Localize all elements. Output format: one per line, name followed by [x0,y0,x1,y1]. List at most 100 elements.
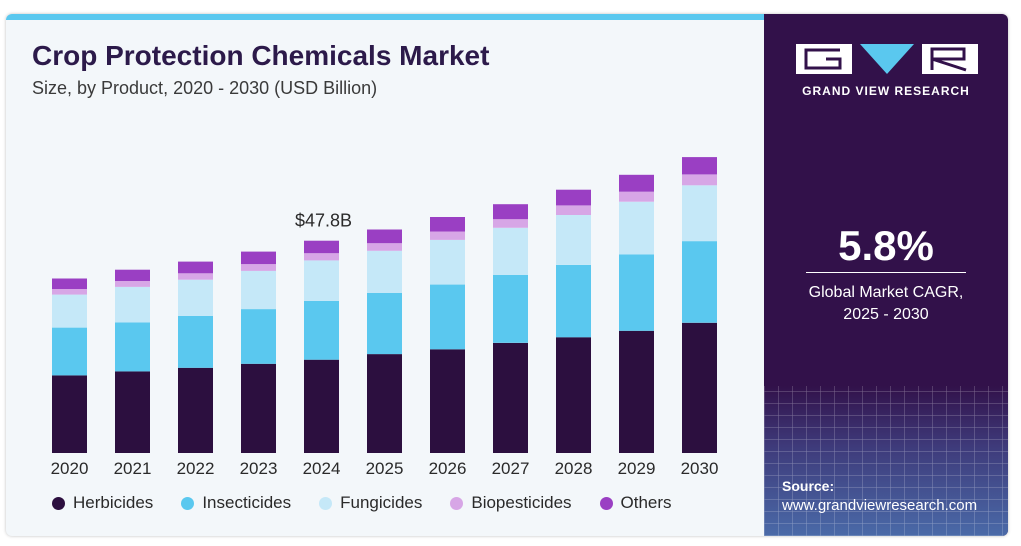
bar-biopesticides-2030 [682,174,717,186]
chart-subtitle: Size, by Product, 2020 - 2030 (USD Billi… [32,78,378,98]
legend-label-biopesticides: Biopesticides [471,493,572,512]
bar-insecticides-2026 [430,284,465,350]
x-tick-label-2027: 2027 [492,459,530,478]
bar-biopesticides-2025 [367,243,402,251]
chart-legend: Herbicides Insecticides Fungicides Biopesti… [52,492,672,514]
bar-fungicides-2028 [556,215,591,265]
legend-item-biopesticides: Biopesticides [450,493,572,513]
bar-herbicides-2025 [367,354,402,453]
bar-herbicides-2021 [115,371,150,453]
bar-herbicides-2024 [304,359,339,453]
legend-swatch-insecticides [181,496,195,510]
source-label: Source: [782,478,835,494]
legend-label-herbicides: Herbicides [73,493,154,512]
chart-card: Crop Protection Chemicals Market Size, b… [6,14,1008,536]
bar-herbicides-2026 [430,349,465,453]
legend-label-others: Others [620,493,672,512]
x-tick-label-2028: 2028 [555,459,593,478]
bar-biopesticides-2022 [178,273,213,280]
legend-item-others: Others [599,493,672,513]
cagr-label: Global Market CAGR, 2025 - 2030 [764,282,1008,326]
legend-item-herbicides: Herbicides [52,493,153,513]
bar-others-2024 [304,240,339,254]
decorative-grid [764,386,1008,536]
bar-biopesticides-2021 [115,280,150,287]
bar-insecticides-2030 [682,241,717,323]
source-link[interactable]: www.grandviewresearch.com [782,497,978,514]
cagr-label-line2: 2025 - 2030 [843,306,929,323]
x-tick-label-2022: 2022 [177,459,215,478]
bar-herbicides-2029 [619,330,654,453]
bar-others-2030 [682,157,717,175]
x-tick-label-2021: 2021 [114,459,152,478]
legend-item-insecticides: Insecticides [181,493,291,513]
bar-fungicides-2020 [52,294,87,328]
bar-others-2027 [493,204,528,220]
bar-others-2029 [619,174,654,192]
bar-biopesticides-2026 [430,231,465,240]
bar-insecticides-2020 [52,327,87,376]
bar-insecticides-2024 [304,301,339,360]
cagr-label-line1: Global Market CAGR, [808,284,964,301]
cagr-value: 5.8% [838,222,934,269]
legend-swatch-biopesticides [450,496,464,510]
legend-label-insecticides: Insecticides [202,493,292,512]
bar-fungicides-2024 [304,260,339,301]
bar-biopesticides-2023 [241,264,276,271]
bar-others-2025 [367,229,402,244]
bar-others-2026 [430,217,465,232]
cagr-divider [806,272,966,273]
bar-others-2028 [556,189,591,206]
x-tick-label-2026: 2026 [429,459,467,478]
bar-biopesticides-2027 [493,219,528,228]
stacked-bar-chart: 2020 2021 2022 2023 2024 $47.8B 2025 2026 2027 20… [51,157,719,478]
bar-biopesticides-2028 [556,205,591,215]
bar-insecticides-2028 [556,264,591,338]
decorative-gradient [764,386,1008,536]
bar-herbicides-2023 [241,363,276,453]
x-tick-label-2023: 2023 [240,459,278,478]
bar-insecticides-2029 [619,254,654,331]
legend-label-fungicides: Fungicides [340,493,423,512]
bar-fungicides-2022 [178,279,213,316]
bar-fungicides-2027 [493,227,528,275]
bar-herbicides-2022 [178,367,213,453]
chart-title: Crop Protection Chemicals Market [32,40,490,71]
legend-swatch-herbicides [52,496,65,510]
bar-insecticides-2022 [178,315,213,368]
annotation-total-2024: $47.8B [295,211,352,231]
bar-fungicides-2025 [367,250,402,293]
bar-fungicides-2026 [430,239,465,285]
x-tick-label-2029: 2029 [618,459,656,478]
bar-others-2020 [52,278,87,289]
legend-swatch-others [599,496,613,510]
accent-bar [6,14,764,20]
bar-insecticides-2023 [241,309,276,364]
bar-herbicides-2027 [493,342,528,453]
x-tick-label-2020: 2020 [51,459,89,478]
logo-text: GRAND VIEW RESEARCH [802,84,970,98]
chart-panel: Crop Protection Chemicals Market Size, b… [6,14,764,536]
brand-panel: GRAND VIEW RESEARCH 5.8% Global Market C… [764,14,1008,536]
bar-biopesticides-2020 [52,289,87,295]
bar-herbicides-2028 [556,337,591,453]
bar-insecticides-2025 [367,293,402,355]
bar-herbicides-2020 [52,375,87,453]
x-tick-label-2025: 2025 [366,459,404,478]
bar-insecticides-2027 [493,274,528,343]
x-tick-label-2024: 2024 [303,459,341,478]
bar-herbicides-2030 [682,322,717,453]
bar-fungicides-2021 [115,287,150,323]
legend-item-fungicides: Fungicides [319,493,422,513]
legend-swatch-fungicides [319,496,333,510]
bar-fungicides-2023 [241,270,276,310]
bar-others-2022 [178,261,213,274]
bar-biopesticides-2024 [304,253,339,261]
bar-others-2023 [241,251,276,265]
bar-fungicides-2030 [682,185,717,242]
bar-others-2021 [115,269,150,281]
x-tick-label-2030: 2030 [681,459,719,478]
grand-view-research-logo [796,44,978,74]
bar-biopesticides-2029 [619,191,654,202]
bar-insecticides-2021 [115,322,150,372]
